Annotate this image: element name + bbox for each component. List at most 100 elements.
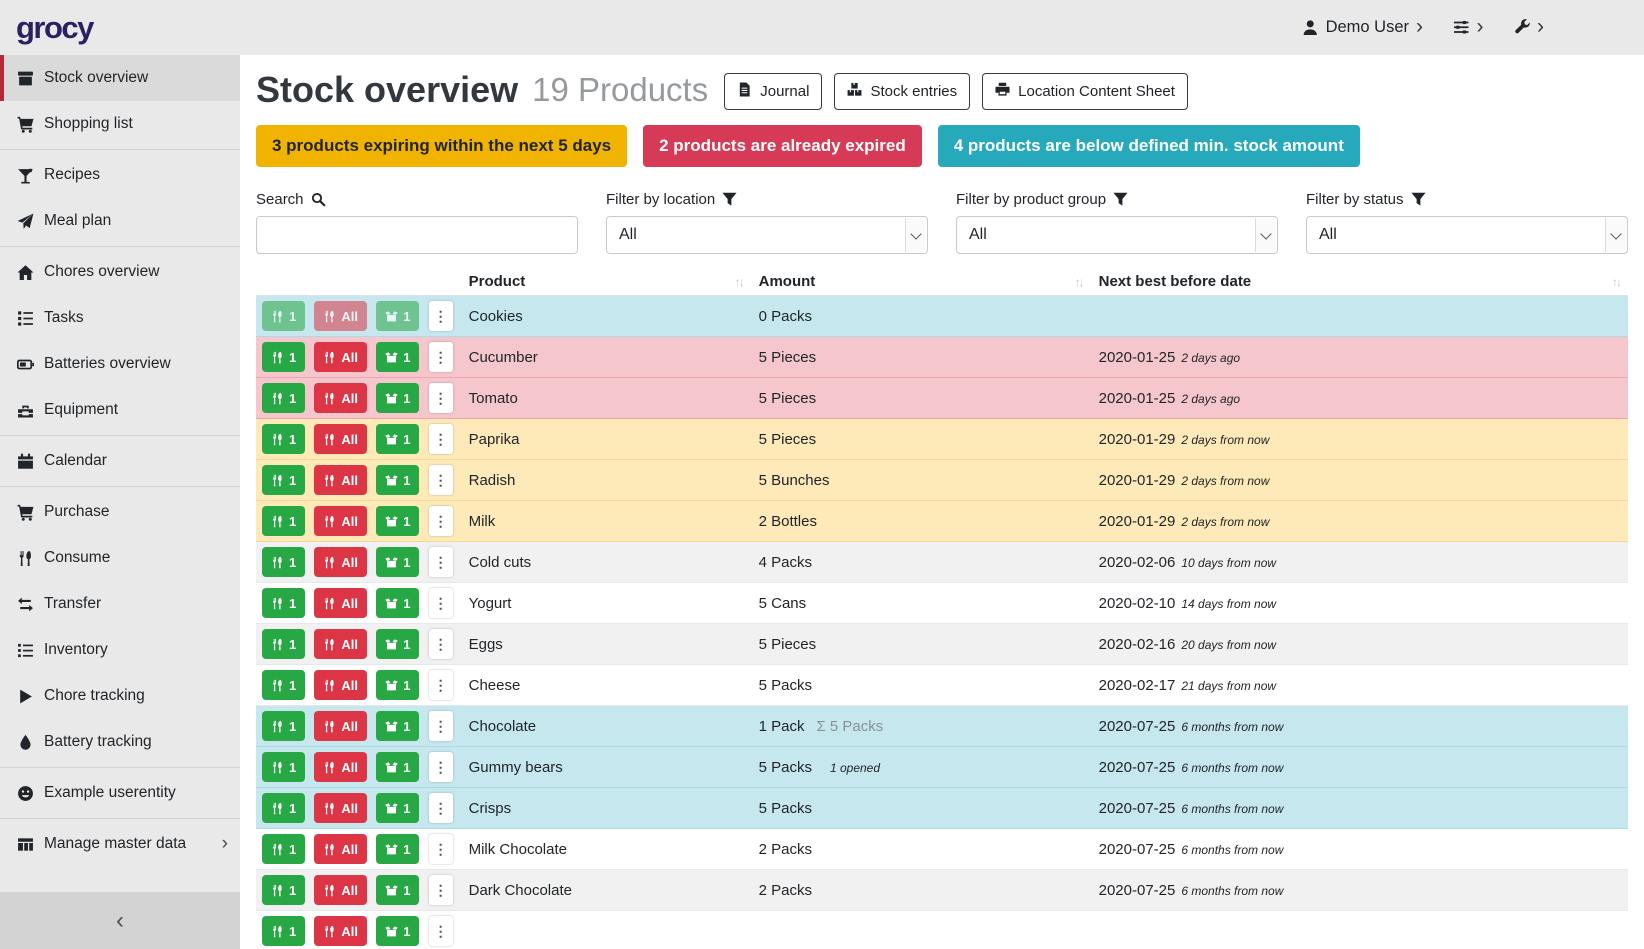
consume-all-button[interactable]: All xyxy=(314,711,367,741)
consume-one-button[interactable]: 1 xyxy=(262,465,305,495)
consume-one-button[interactable]: 1 xyxy=(262,916,305,946)
consume-one-button[interactable]: 1 xyxy=(262,834,305,864)
stock-entries-button[interactable]: Stock entries xyxy=(834,73,970,110)
consume-all-button[interactable]: All xyxy=(314,875,367,905)
sidebar-item-purchase[interactable]: Purchase xyxy=(0,489,240,535)
product-name[interactable]: Cold cuts xyxy=(469,554,532,571)
row-menu-button[interactable] xyxy=(429,301,453,331)
consume-all-button[interactable]: All xyxy=(314,383,367,413)
consume-one-button[interactable]: 1 xyxy=(262,670,305,700)
status-alert-badge[interactable]: 4 products are below defined min. stock … xyxy=(938,125,1360,167)
row-menu-button[interactable] xyxy=(429,875,453,905)
row-menu-button[interactable] xyxy=(429,547,453,577)
row-menu-button[interactable] xyxy=(429,342,453,372)
consume-one-button[interactable]: 1 xyxy=(262,424,305,454)
settings-menu[interactable] xyxy=(1453,19,1484,37)
consume-all-button[interactable]: All xyxy=(314,916,367,946)
consume-all-button[interactable]: All xyxy=(314,834,367,864)
location-content-sheet-button[interactable]: Location Content Sheet xyxy=(982,73,1188,110)
product-name[interactable]: Radish xyxy=(469,472,516,489)
row-menu-button[interactable] xyxy=(429,629,453,659)
row-menu-button[interactable] xyxy=(429,506,453,536)
sidebar-item-calendar[interactable]: Calendar xyxy=(0,438,240,484)
open-one-button[interactable]: 1 xyxy=(376,588,419,618)
app-logo[interactable]: grocy xyxy=(16,10,93,46)
product-group-filter-select[interactable]: All xyxy=(956,216,1278,254)
product-name[interactable]: Gummy bears xyxy=(469,759,563,776)
user-menu[interactable]: Demo User xyxy=(1302,18,1423,37)
open-one-button[interactable]: 1 xyxy=(376,342,419,372)
row-menu-button[interactable] xyxy=(429,711,453,741)
consume-all-button[interactable]: All xyxy=(314,506,367,536)
sidebar-item-stock-overview[interactable]: Stock overview xyxy=(0,55,240,101)
sidebar-item-manage-master-data[interactable]: Manage master data xyxy=(0,821,240,867)
status-filter-select[interactable]: All xyxy=(1306,216,1628,254)
row-menu-button[interactable] xyxy=(429,588,453,618)
product-name[interactable]: Paprika xyxy=(469,431,520,448)
consume-one-button[interactable]: 1 xyxy=(262,875,305,905)
row-menu-button[interactable] xyxy=(429,670,453,700)
row-menu-button[interactable] xyxy=(429,834,453,864)
sidebar-item-battery-tracking[interactable]: Battery tracking xyxy=(0,719,240,765)
sidebar-item-shopping-list[interactable]: Shopping list xyxy=(0,101,240,147)
consume-all-button[interactable]: All xyxy=(314,670,367,700)
sidebar-item-batteries-overview[interactable]: Batteries overview xyxy=(0,341,240,387)
status-alert-badge[interactable]: 3 products expiring within the next 5 da… xyxy=(256,125,627,167)
row-menu-button[interactable] xyxy=(429,752,453,782)
consume-one-button[interactable]: 1 xyxy=(262,752,305,782)
consume-all-button[interactable]: All xyxy=(314,588,367,618)
sidebar-item-meal-plan[interactable]: Meal plan xyxy=(0,198,240,244)
consume-one-button[interactable]: 1 xyxy=(262,342,305,372)
product-name[interactable]: Cheese xyxy=(469,677,521,694)
row-menu-button[interactable] xyxy=(429,793,453,823)
sidebar-item-equipment[interactable]: Equipment xyxy=(0,387,240,433)
product-name[interactable]: Tomato xyxy=(469,390,518,407)
consume-one-button[interactable]: 1 xyxy=(262,629,305,659)
search-input[interactable] xyxy=(256,216,578,254)
product-name[interactable]: Cookies xyxy=(469,308,523,325)
status-alert-badge[interactable]: 2 products are already expired xyxy=(643,125,922,167)
open-one-button[interactable]: 1 xyxy=(376,424,419,454)
open-one-button[interactable]: 1 xyxy=(376,301,419,331)
sidebar-item-recipes[interactable]: Recipes xyxy=(0,152,240,198)
col-product[interactable]: Product xyxy=(461,268,751,296)
product-name[interactable]: Chocolate xyxy=(469,718,537,735)
product-name[interactable]: Cucumber xyxy=(469,349,538,366)
consume-one-button[interactable]: 1 xyxy=(262,547,305,577)
open-one-button[interactable]: 1 xyxy=(376,465,419,495)
open-one-button[interactable]: 1 xyxy=(376,670,419,700)
consume-all-button[interactable]: All xyxy=(314,342,367,372)
admin-menu[interactable] xyxy=(1514,19,1545,37)
consume-one-button[interactable]: 1 xyxy=(262,793,305,823)
open-one-button[interactable]: 1 xyxy=(376,383,419,413)
product-name[interactable]: Eggs xyxy=(469,636,503,653)
journal-button[interactable]: Journal xyxy=(724,73,822,110)
product-name[interactable]: Crisps xyxy=(469,800,512,817)
sidebar-item-inventory[interactable]: Inventory xyxy=(0,627,240,673)
consume-all-button[interactable]: All xyxy=(314,793,367,823)
row-menu-button[interactable] xyxy=(429,465,453,495)
product-name[interactable]: Milk xyxy=(469,513,496,530)
consume-one-button[interactable]: 1 xyxy=(262,506,305,536)
consume-all-button[interactable]: All xyxy=(314,301,367,331)
consume-all-button[interactable]: All xyxy=(314,547,367,577)
open-one-button[interactable]: 1 xyxy=(376,834,419,864)
consume-one-button[interactable]: 1 xyxy=(262,383,305,413)
open-one-button[interactable]: 1 xyxy=(376,793,419,823)
open-one-button[interactable]: 1 xyxy=(376,916,419,946)
row-menu-button[interactable] xyxy=(429,916,453,946)
col-amount[interactable]: Amount xyxy=(751,268,1091,296)
product-name[interactable]: Yogurt xyxy=(469,595,512,612)
consume-one-button[interactable]: 1 xyxy=(262,301,305,331)
sidebar-item-consume[interactable]: Consume xyxy=(0,535,240,581)
product-name[interactable]: Milk Chocolate xyxy=(469,841,567,858)
sidebar-item-transfer[interactable]: Transfer xyxy=(0,581,240,627)
open-one-button[interactable]: 1 xyxy=(376,752,419,782)
consume-one-button[interactable]: 1 xyxy=(262,588,305,618)
product-name[interactable]: Dark Chocolate xyxy=(469,882,572,899)
sidebar-item-example-userentity[interactable]: Example userentity xyxy=(0,770,240,816)
consume-all-button[interactable]: All xyxy=(314,752,367,782)
open-one-button[interactable]: 1 xyxy=(376,629,419,659)
col-next-best-before-date[interactable]: Next best before date xyxy=(1091,268,1628,296)
consume-one-button[interactable]: 1 xyxy=(262,711,305,741)
